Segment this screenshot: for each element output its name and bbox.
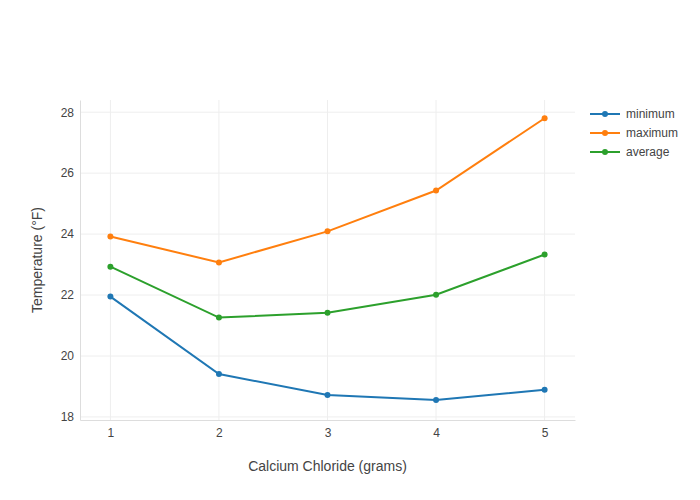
plot: 1 2 3 4 5 18 20 22 24 26 28 [61, 100, 576, 440]
marker [107, 264, 113, 270]
line [110, 255, 544, 318]
legend-label: maximum [626, 126, 678, 140]
grid-line [436, 100, 437, 420]
series-group [107, 115, 547, 403]
y-axis-title: Temperature (°F) [29, 207, 45, 313]
grid-line [110, 100, 111, 420]
chart: 1 2 3 4 5 18 20 22 24 26 28 Calcium Chloride (grams… [0, 0, 700, 500]
grid-line [80, 356, 575, 357]
series [107, 115, 547, 265]
x-axis-title: Calcium Chloride (grams) [248, 458, 407, 474]
x-axis-line [81, 420, 576, 421]
grid-line [327, 100, 328, 420]
marker [542, 115, 548, 121]
legend-label: minimum [626, 107, 675, 121]
grid [80, 100, 575, 420]
marker [216, 315, 222, 321]
tick-label: 28 [61, 106, 75, 120]
y-axis-line [80, 101, 81, 421]
tick: 3 [325, 420, 332, 440]
marker [107, 234, 113, 240]
tick-label: 18 [61, 410, 75, 424]
tick: 24 [61, 227, 80, 241]
legend-item: maximum [590, 126, 678, 140]
tick: 18 [61, 410, 80, 424]
marker [325, 228, 331, 234]
marker [325, 392, 331, 398]
tick: 2 [216, 420, 223, 440]
tick-label: 4 [433, 426, 440, 440]
grid-line [80, 112, 575, 113]
marker [325, 310, 331, 316]
tick-label: 22 [61, 288, 75, 302]
marker [107, 294, 113, 300]
grid-line [80, 173, 575, 174]
series [107, 252, 547, 321]
marker [216, 371, 222, 377]
tick: 22 [61, 288, 80, 302]
tick: 20 [61, 349, 80, 363]
tick-label: 2 [216, 426, 223, 440]
tick-label: 3 [325, 426, 332, 440]
series [107, 294, 547, 403]
tick-label: 26 [61, 166, 75, 180]
marker [542, 252, 548, 258]
line [110, 297, 544, 400]
grid-line [80, 416, 575, 417]
marker [433, 292, 439, 298]
marker [433, 188, 439, 194]
tick-label: 5 [542, 426, 549, 440]
marker [216, 259, 222, 265]
legend-item: minimum [590, 107, 675, 121]
legend-label: average [626, 145, 670, 159]
tick: 1 [108, 420, 115, 440]
tick-label: 24 [61, 227, 75, 241]
legend-marker [602, 149, 608, 155]
legend-marker [602, 111, 608, 117]
marker [542, 387, 548, 393]
tick-label: 1 [108, 426, 115, 440]
tick: 4 [433, 420, 440, 440]
grid-line [544, 100, 545, 420]
grid-line [80, 295, 575, 296]
y-axis: 18 20 22 24 26 28 [61, 101, 81, 425]
x-axis: 1 2 3 4 5 [81, 420, 576, 440]
tick-label: 20 [61, 349, 75, 363]
line [110, 118, 544, 262]
tick: 28 [61, 106, 80, 120]
tick: 26 [61, 166, 80, 180]
legend: minimum maximum average [590, 107, 678, 159]
legend-marker [602, 130, 608, 136]
legend-item: average [590, 145, 670, 159]
marker [433, 397, 439, 403]
tick: 5 [542, 420, 549, 440]
